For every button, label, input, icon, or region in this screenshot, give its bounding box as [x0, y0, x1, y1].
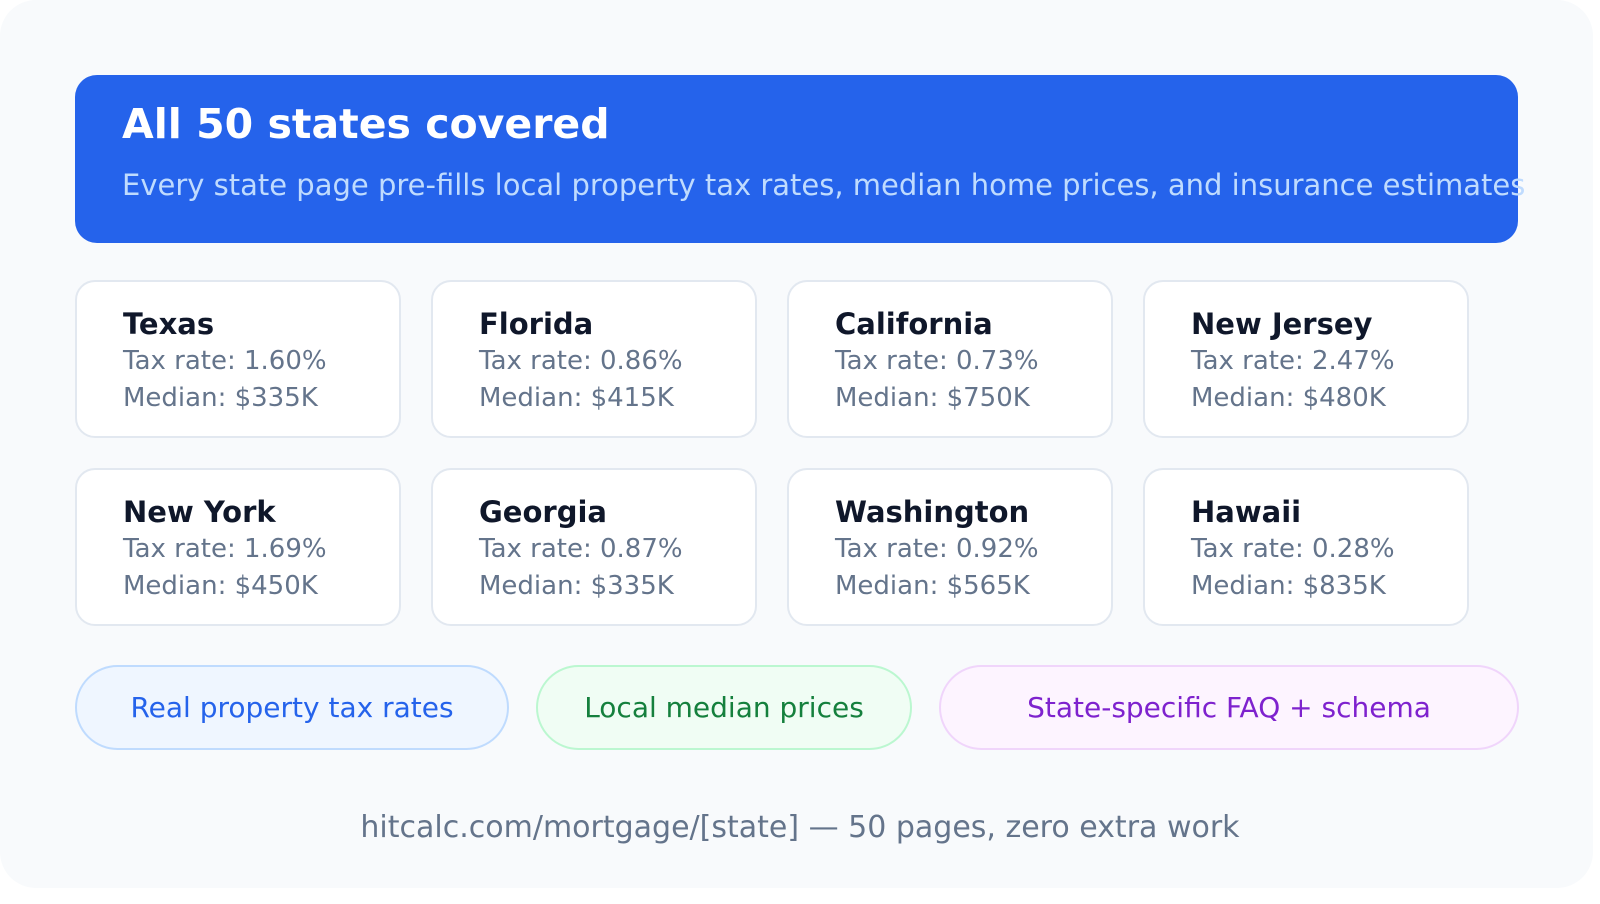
- median-price: Median: $565K: [835, 571, 1030, 601]
- tax-rate: Tax rate: 1.60%: [123, 346, 327, 376]
- subtitle: Every state page pre-fills local propert…: [122, 168, 1526, 202]
- banner: [75, 75, 1518, 243]
- median-price: Median: $415K: [479, 383, 674, 413]
- tax-rate: Tax rate: 0.28%: [1191, 534, 1395, 564]
- tax-rate: Tax rate: 0.87%: [479, 534, 683, 564]
- title: All 50 states covered: [122, 100, 610, 148]
- state-name: Georgia: [479, 495, 607, 529]
- state-card: New York Tax rate: 1.69% Median: $450K: [75, 468, 401, 626]
- median-price: Median: $450K: [123, 571, 318, 601]
- median-price: Median: $480K: [1191, 383, 1386, 413]
- tax-rate: Tax rate: 1.69%: [123, 534, 327, 564]
- state-card: Washington Tax rate: 0.92% Median: $565K: [787, 468, 1113, 626]
- pill: State-specific FAQ + schema: [939, 665, 1519, 750]
- state-card: Florida Tax rate: 0.86% Median: $415K: [431, 280, 757, 438]
- median-price: Median: $835K: [1191, 571, 1386, 601]
- tax-rate: Tax rate: 0.86%: [479, 346, 683, 376]
- state-card: Georgia Tax rate: 0.87% Median: $335K: [431, 468, 757, 626]
- state-name: New Jersey: [1191, 307, 1373, 341]
- median-price: Median: $335K: [479, 571, 674, 601]
- state-card: New Jersey Tax rate: 2.47% Median: $480K: [1143, 280, 1469, 438]
- median-price: Median: $750K: [835, 383, 1030, 413]
- median-price: Median: $335K: [123, 383, 318, 413]
- state-name: Hawaii: [1191, 495, 1302, 529]
- state-name: New York: [123, 495, 276, 529]
- state-name: Washington: [835, 495, 1030, 529]
- tax-rate: Tax rate: 2.47%: [1191, 346, 1395, 376]
- tax-rate: Tax rate: 0.73%: [835, 346, 1039, 376]
- state-name: California: [835, 307, 993, 341]
- state-card: Hawaii Tax rate: 0.28% Median: $835K: [1143, 468, 1469, 626]
- pill: Real property tax rates: [75, 665, 509, 750]
- tax-rate: Tax rate: 0.92%: [835, 534, 1039, 564]
- footer: hitcalc.com/mortgage/[state] — 50 pages,…: [360, 810, 1240, 845]
- state-card: Texas Tax rate: 1.60% Median: $335K: [75, 280, 401, 438]
- frame: All 50 states covered Every state page p…: [75, 75, 1526, 845]
- pill: Local median prices: [536, 665, 912, 750]
- state-card: California Tax rate: 0.73% Median: $750K: [787, 280, 1113, 438]
- state-name: Texas: [123, 307, 215, 341]
- state-name: Florida: [479, 307, 594, 341]
